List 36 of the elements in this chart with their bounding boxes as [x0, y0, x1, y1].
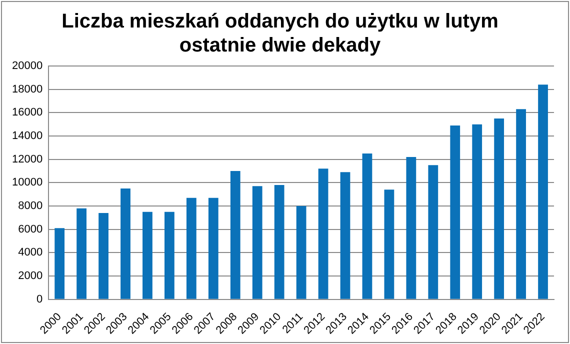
bar	[120, 188, 130, 299]
bar	[54, 228, 65, 299]
bar	[318, 168, 328, 299]
y-tick-label: 4000	[18, 246, 43, 259]
bar	[494, 118, 504, 299]
bar	[208, 198, 218, 299]
y-tick-label: 8000	[18, 200, 43, 212]
bar	[538, 84, 548, 299]
y-tick-label: 20000	[12, 60, 43, 72]
bar	[296, 206, 306, 299]
bar	[98, 213, 108, 299]
bar	[516, 109, 526, 299]
bar	[406, 157, 416, 299]
bar	[428, 165, 438, 299]
text: Liczba mieszkań oddanych do użytku w lutym	[62, 10, 498, 33]
bar	[450, 126, 460, 299]
y-tick-label: 18000	[12, 83, 43, 96]
bar	[164, 212, 174, 299]
bar	[472, 124, 482, 299]
bar	[76, 208, 86, 299]
y-tick-label: 0	[36, 293, 43, 306]
y-tick-label: 10000	[12, 176, 43, 189]
y-tick-label: 14000	[12, 130, 43, 142]
y-tick-label: 12000	[12, 153, 43, 166]
bar	[384, 190, 394, 299]
y-tick-label: 2000	[18, 270, 43, 282]
bar	[230, 171, 240, 299]
bar	[340, 172, 350, 299]
bar	[186, 198, 196, 299]
bar	[274, 185, 284, 299]
bar	[252, 186, 262, 299]
y-tick-label: 6000	[18, 223, 43, 236]
bar	[362, 154, 372, 299]
text: ostatnie dwie dekady	[179, 34, 381, 57]
bar	[142, 212, 152, 299]
y-tick-label: 16000	[12, 106, 43, 119]
